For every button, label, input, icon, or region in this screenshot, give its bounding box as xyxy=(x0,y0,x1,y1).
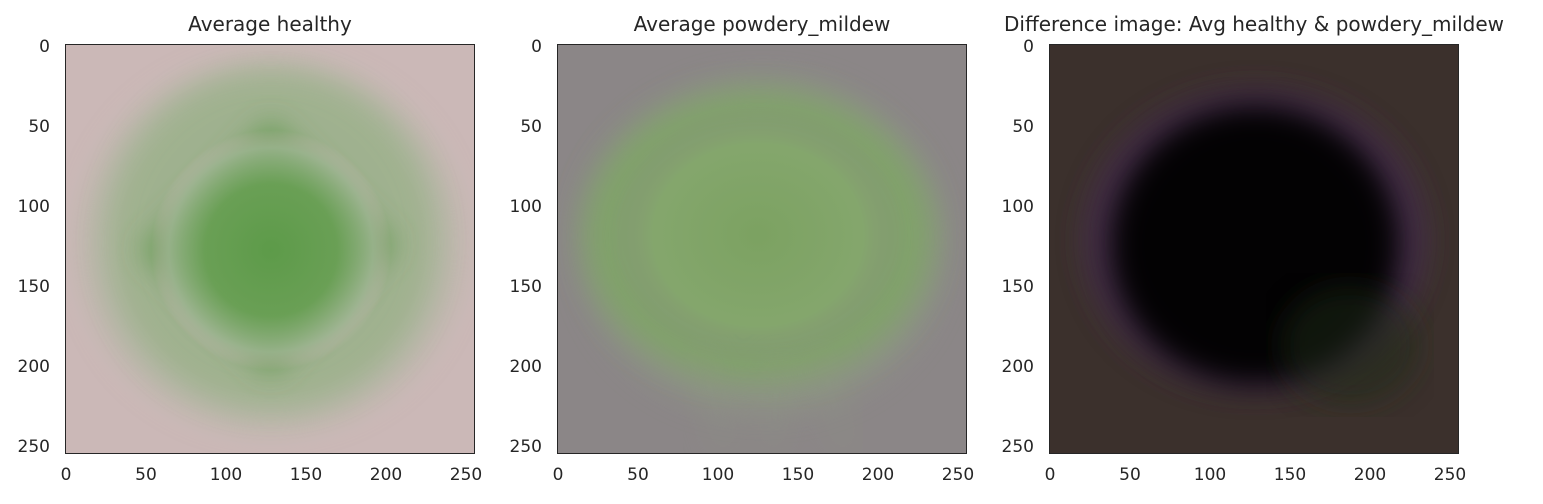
chart-title: Average healthy xyxy=(188,12,352,36)
xtick-label: 0 xyxy=(1044,465,1056,485)
xtick-label: 250 xyxy=(449,465,483,485)
ytick-label: 150 xyxy=(17,277,50,297)
xtick-label: 200 xyxy=(1353,465,1387,485)
chart-title: Average powdery_mildew xyxy=(633,12,891,36)
xtick-label: 0 xyxy=(552,465,564,485)
ytick-label: 100 xyxy=(509,197,542,217)
xtick-label: 200 xyxy=(861,465,895,485)
difference-image xyxy=(1050,45,1458,453)
ytick-label: 100 xyxy=(1001,197,1034,217)
xtick-label: 50 xyxy=(1119,465,1141,485)
chart-title: Difference image: Avg healthy & powdery_… xyxy=(1003,12,1505,36)
ytick-label: 0 xyxy=(1023,37,1034,57)
ytick-label: 0 xyxy=(39,37,50,57)
xtick-label: 50 xyxy=(627,465,649,485)
ytick-label: 150 xyxy=(1001,277,1034,297)
ytick-label: 200 xyxy=(509,357,542,377)
ytick-label: 200 xyxy=(17,357,50,377)
image-plot-difference xyxy=(1049,44,1459,454)
xtick-label: 0 xyxy=(60,465,72,485)
ytick-label: 100 xyxy=(17,197,50,217)
ytick-label: 50 xyxy=(1012,117,1034,137)
image-plot-average-powdery-mildew xyxy=(557,44,967,454)
xtick-label: 250 xyxy=(941,465,975,485)
xtick-label: 100 xyxy=(1193,465,1227,485)
xtick-label: 100 xyxy=(209,465,243,485)
panel-difference-image: Difference image: Avg healthy & powdery_… xyxy=(984,0,1504,504)
xtick-label: 150 xyxy=(781,465,815,485)
ytick-label: 200 xyxy=(1001,357,1034,377)
ytick-label: 50 xyxy=(28,117,50,137)
ytick-label: 250 xyxy=(1001,437,1034,457)
panel-average-healthy: Average healthy 0 50 100 150 200 250 0 5… xyxy=(0,0,483,504)
image-plot-average-healthy xyxy=(65,44,475,454)
xtick-label: 150 xyxy=(1273,465,1307,485)
ytick-label: 150 xyxy=(509,277,542,297)
ytick-label: 50 xyxy=(520,117,542,137)
xtick-label: 150 xyxy=(289,465,323,485)
average-powdery-mildew-image xyxy=(558,45,966,453)
panel-average-powdery-mildew: Average powdery_mildew 0 50 100 150 200 … xyxy=(492,0,975,504)
ytick-label: 250 xyxy=(17,437,50,457)
xtick-label: 250 xyxy=(1433,465,1467,485)
xtick-label: 50 xyxy=(135,465,157,485)
xtick-label: 200 xyxy=(369,465,403,485)
ytick-label: 250 xyxy=(509,437,542,457)
xtick-label: 100 xyxy=(701,465,735,485)
average-healthy-image xyxy=(66,45,474,453)
ytick-label: 0 xyxy=(531,37,542,57)
